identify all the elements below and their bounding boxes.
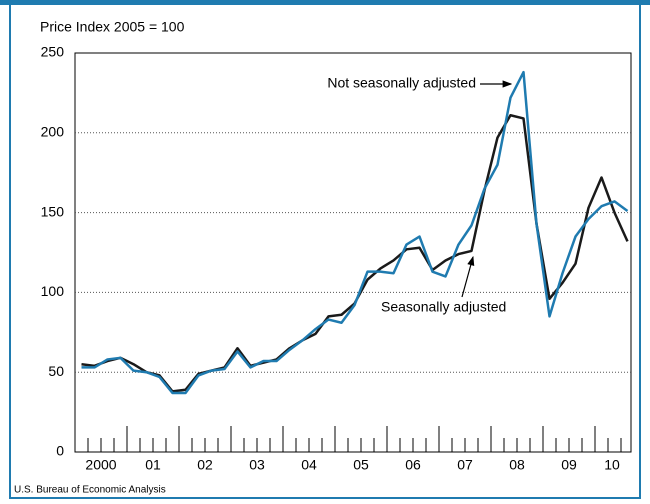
header-band bbox=[0, 0, 650, 5]
y-tick-label: 150 bbox=[41, 203, 65, 219]
x-tick-label: 2000 bbox=[85, 457, 116, 473]
plot-frame bbox=[74, 52, 632, 453]
x-tick-label: 06 bbox=[405, 457, 421, 473]
x-tick-label: 03 bbox=[249, 457, 265, 473]
annotation: Seasonally adjusted bbox=[381, 299, 506, 315]
y-tick-label: 250 bbox=[41, 44, 65, 60]
x-tick-label: 02 bbox=[197, 457, 213, 473]
series-line bbox=[81, 113, 629, 393]
y-tick-label: 200 bbox=[41, 124, 65, 140]
series-line bbox=[81, 70, 629, 395]
annotation: Not seasonally adjusted bbox=[327, 75, 476, 91]
x-tick-label: 01 bbox=[145, 457, 161, 473]
y-tick-label: 0 bbox=[56, 443, 64, 459]
y-tick-label: 100 bbox=[41, 283, 65, 299]
source: U.S. Bureau of Economic Analysis bbox=[14, 485, 166, 496]
frame bbox=[9, 3, 641, 499]
y-axis-label: Price Index 2005 = 100 bbox=[40, 19, 185, 35]
annotation-arrow bbox=[461, 255, 475, 298]
x-tick-label: 07 bbox=[457, 457, 473, 473]
x-tick-label: 05 bbox=[353, 457, 369, 473]
x-tick-label: 04 bbox=[301, 457, 317, 473]
x-tick-label: 08 bbox=[509, 457, 525, 473]
x-tick-label: 10 bbox=[604, 457, 620, 473]
y-tick-label: 50 bbox=[48, 363, 64, 379]
x-tick-label: 09 bbox=[561, 457, 577, 473]
